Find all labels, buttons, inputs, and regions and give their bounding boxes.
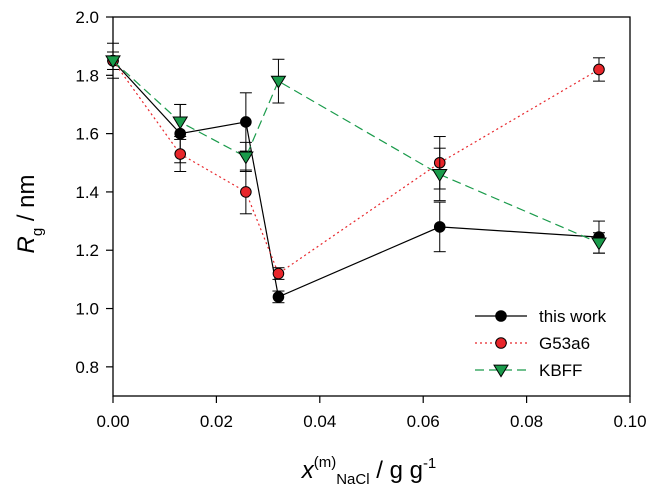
data-point-kbff — [172, 116, 189, 130]
data-point-this-work — [433, 221, 446, 233]
x-tick-label: 0.08 — [510, 412, 543, 431]
series-line-g53a6 — [112, 60, 600, 275]
data-point-g53a6 — [593, 63, 605, 76]
x-tick-label: 0.04 — [303, 412, 336, 431]
y-tick-label: 1.4 — [75, 183, 99, 202]
data-point-kbff — [237, 151, 254, 165]
legend-label: G53a6 — [539, 334, 590, 353]
series-this-work — [107, 42, 605, 304]
legend: this work G53a6 KBFF — [475, 307, 607, 380]
data-point-kbff — [105, 55, 121, 69]
series-line-this-work — [112, 60, 600, 298]
data-point-g53a6 — [174, 148, 187, 160]
data-point-kbff — [270, 75, 287, 89]
y-tick-label: 1.6 — [75, 125, 99, 144]
x-tick-label: 0.10 — [613, 412, 646, 431]
y-tick-label: 0.8 — [75, 358, 99, 377]
y-tick-label: 1.0 — [75, 300, 99, 319]
data-point-kbff — [431, 169, 448, 183]
x-tick-label: 0.00 — [96, 412, 129, 431]
y-tick-label: 1.8 — [75, 66, 99, 85]
data-point-g53a6 — [240, 186, 252, 198]
data-point-g53a6 — [272, 267, 285, 280]
data-point-this-work — [272, 291, 285, 303]
legend-item-g53a6: G53a6 — [475, 334, 590, 353]
legend-item-kbff: KBFF — [475, 361, 582, 380]
series-line-kbff — [112, 60, 600, 244]
plot-frame — [112, 16, 631, 397]
legend-label: KBFF — [539, 361, 582, 380]
legend-marker — [493, 364, 509, 378]
data-point-kbff — [591, 237, 607, 251]
series-kbff — [105, 51, 607, 254]
axis-ticks: 0.00 0.02 0.04 0.06 0.08 0.10 0.8 1.0 1.2 1.4 1.6 1… — [75, 8, 646, 431]
legend-marker — [495, 337, 507, 349]
y-axis-label: Rg / nm — [13, 174, 46, 253]
x-tick-label: 0.02 — [200, 412, 233, 431]
data-point-this-work — [240, 116, 252, 128]
y-tick-label: 2.0 — [75, 8, 99, 27]
legend-label: this work — [539, 307, 607, 326]
x-axis-label: x(m)NaCl / g g-1 — [301, 454, 437, 488]
x-tick-label: 0.06 — [407, 412, 440, 431]
legend-item-this-work: this work — [475, 307, 607, 326]
axes — [112, 16, 631, 397]
legend-marker — [495, 310, 507, 322]
series-g53a6 — [107, 51, 605, 280]
y-tick-label: 1.2 — [75, 241, 99, 260]
series-layer — [105, 42, 607, 304]
